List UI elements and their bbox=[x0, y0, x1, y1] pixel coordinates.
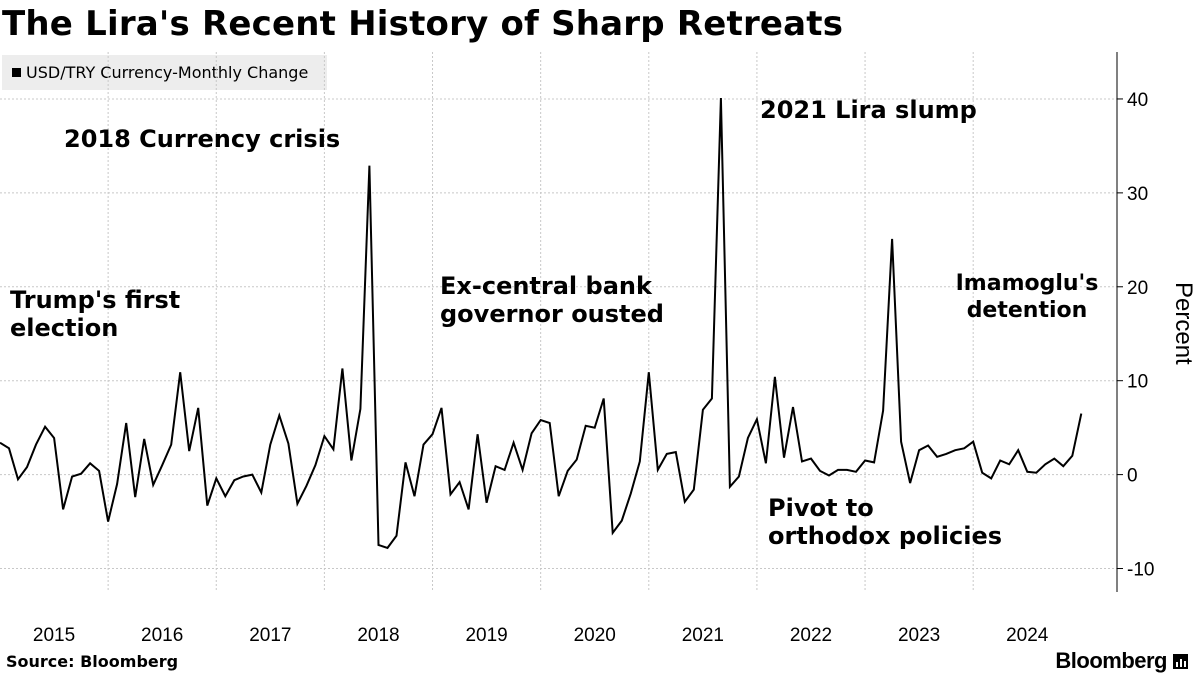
annotation-imamoglu: Imamoglu's detention bbox=[956, 271, 1099, 323]
y-tick-label: 30 bbox=[1127, 184, 1148, 205]
y-axis: 40 30 20 10 0 -10 Percent bbox=[1116, 52, 1197, 592]
logo-text: Bloomberg bbox=[1055, 648, 1167, 673]
x-tick-label: 2016 bbox=[141, 625, 183, 646]
x-tick-label: 2017 bbox=[249, 625, 291, 646]
x-tick-label: 2019 bbox=[465, 625, 507, 646]
legend-label: USD/TRY Currency-Monthly Change bbox=[26, 63, 309, 82]
annotation-line: 2021 Lira slump bbox=[760, 96, 977, 124]
y-tick-label: 20 bbox=[1127, 278, 1148, 299]
annotation-crisis2018: 2018 Currency crisis bbox=[64, 125, 340, 153]
y-tick-label: 10 bbox=[1127, 372, 1148, 393]
annotation-line: Imamoglu's bbox=[956, 271, 1099, 296]
x-tick-label: 2018 bbox=[357, 625, 399, 646]
annotation-line: orthodox policies bbox=[768, 522, 1002, 550]
annotation-line: Trump's first bbox=[10, 286, 180, 314]
x-tick-label: 2023 bbox=[898, 625, 940, 646]
chart-title: The Lira's Recent History of Sharp Retre… bbox=[2, 4, 844, 44]
legend: USD/TRY Currency-Monthly Change bbox=[2, 55, 327, 90]
annotation-line: governor ousted bbox=[440, 300, 664, 328]
annotation-slump2021: 2021 Lira slump bbox=[760, 96, 977, 124]
annotation-line: detention bbox=[967, 298, 1088, 323]
x-tick-label: 2020 bbox=[574, 625, 616, 646]
series-layer bbox=[0, 97, 1083, 550]
annotation-line: Pivot to bbox=[768, 494, 874, 522]
source-note: Source: Bloomberg bbox=[6, 652, 179, 671]
y-tick-label: 0 bbox=[1127, 466, 1138, 487]
bloomberg-logo: Bloomberg bbox=[1055, 648, 1188, 674]
annotation-governor: Ex-central bank governor ousted bbox=[440, 272, 664, 328]
annotation-pivot: Pivot to orthodox policies bbox=[768, 494, 1002, 550]
legend-swatch bbox=[12, 68, 21, 77]
bar-chart-icon bbox=[1173, 653, 1188, 669]
annotation-trump: Trump's first election bbox=[10, 286, 180, 342]
series-line-usd-try bbox=[0, 97, 1083, 550]
y-tick-label: 40 bbox=[1127, 90, 1148, 111]
x-axis: 2015 2016 2017 2018 2019 2020 2021 2022 2023 2024 bbox=[33, 625, 1049, 646]
annotation-line: election bbox=[10, 314, 118, 342]
y-axis-label: Percent bbox=[1170, 282, 1197, 365]
x-tick-label: 2022 bbox=[790, 625, 832, 646]
annotation-line: Ex-central bank bbox=[440, 272, 653, 300]
x-tick-label: 2015 bbox=[33, 625, 75, 646]
annotations: Trump's first election 2018 Currency crisi… bbox=[10, 96, 1098, 550]
x-tick-label: 2024 bbox=[1006, 625, 1049, 646]
y-tick-label: -10 bbox=[1127, 560, 1154, 581]
x-tick-label: 2021 bbox=[682, 625, 724, 646]
annotation-line: 2018 Currency crisis bbox=[64, 125, 340, 153]
gridlines bbox=[0, 52, 1117, 592]
